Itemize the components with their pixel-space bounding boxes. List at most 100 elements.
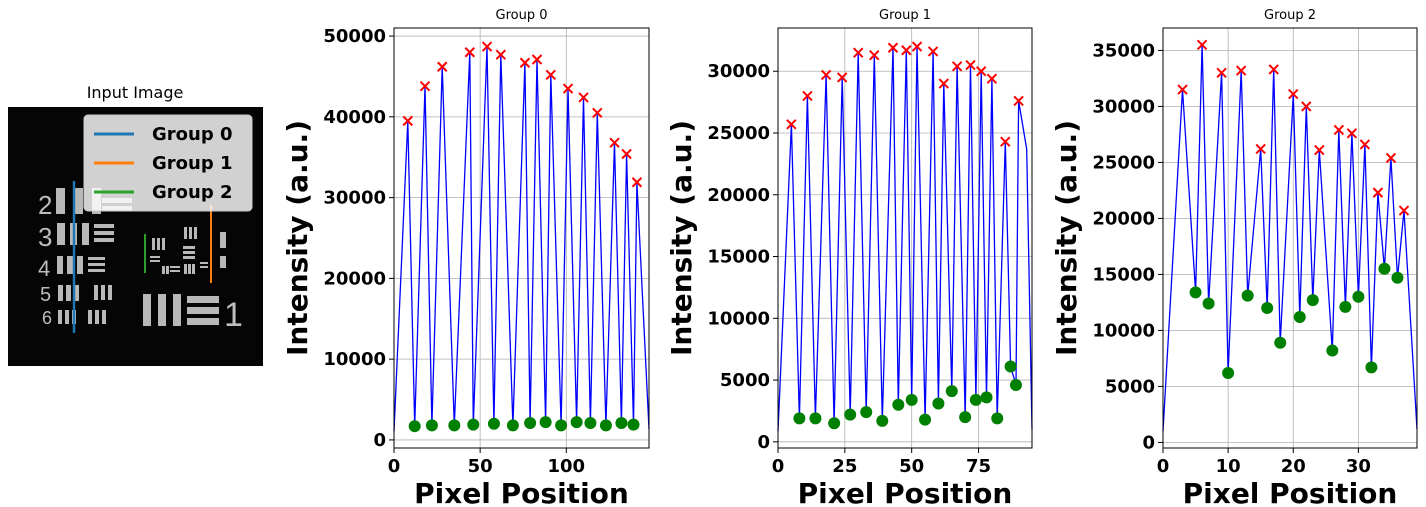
y-tick-label: 0 xyxy=(1142,432,1155,453)
peak-marker xyxy=(419,80,431,92)
peak-marker xyxy=(609,137,620,148)
peak-marker xyxy=(1013,95,1024,107)
peak-marker xyxy=(887,42,899,53)
peak-marker xyxy=(802,90,813,102)
peak-marker xyxy=(481,41,493,52)
y-tick-label: 15000 xyxy=(1092,264,1155,285)
chart-title: Group 1 xyxy=(879,8,931,23)
peak-marker xyxy=(1385,152,1397,164)
y-tick-label: 30000 xyxy=(1092,96,1155,117)
target-labels: 2 3 4 5 6 1 xyxy=(38,190,243,334)
valley-marker xyxy=(627,418,640,431)
valley-marker xyxy=(408,420,421,433)
peak-marker xyxy=(437,61,448,72)
peak-marker xyxy=(836,72,848,83)
valley-marker xyxy=(615,416,628,429)
peak-marker xyxy=(911,41,923,52)
valley-marker xyxy=(860,406,873,419)
legend-label-group-1: Group 1 xyxy=(152,153,233,174)
x-tick-label: 75 xyxy=(966,456,991,477)
legend-label-group-0: Group 0 xyxy=(152,124,233,145)
x-tick-label: 20 xyxy=(1281,456,1306,477)
valley-marker xyxy=(969,393,982,406)
peak-marker xyxy=(519,57,531,68)
valley-marker xyxy=(599,419,612,432)
valley-marker xyxy=(1339,300,1352,313)
valley-marker xyxy=(828,417,841,430)
peak-marker xyxy=(1235,65,1247,76)
peak-marker xyxy=(531,54,543,65)
peak-marker xyxy=(938,78,949,89)
valley-marker xyxy=(1202,297,1215,310)
x-tick-label: 30 xyxy=(1346,456,1371,477)
x-axis-label: Pixel Position xyxy=(414,477,629,507)
valley-marker xyxy=(555,419,568,432)
x-tick-label: 25 xyxy=(832,456,857,477)
valley-marker xyxy=(1222,366,1235,379)
peak-marker xyxy=(495,49,507,60)
valley-marker xyxy=(487,417,500,430)
valley-marker xyxy=(1378,262,1391,275)
peak-marker xyxy=(1255,143,1266,155)
y-tick-label: 10000 xyxy=(323,349,386,370)
peak-marker xyxy=(402,115,413,127)
peak-marker xyxy=(631,177,643,188)
y-tick-label: 50000 xyxy=(323,26,386,47)
x-tick-label: 0 xyxy=(388,456,401,477)
peak-marker xyxy=(1268,64,1279,75)
y-tick-label: 25000 xyxy=(707,123,770,144)
x-tick-label: 0 xyxy=(1157,456,1170,477)
y-tick-label: 30000 xyxy=(707,61,770,82)
peak-marker xyxy=(1000,136,1011,147)
valley-marker xyxy=(1274,336,1287,349)
target-label-2: 2 xyxy=(38,190,52,220)
peak-marker xyxy=(1346,128,1358,139)
valley-marker xyxy=(905,393,918,406)
y-tick-label: 10000 xyxy=(1092,320,1155,341)
valley-marker xyxy=(959,411,972,424)
legend-label-group-2: Group 2 xyxy=(152,182,233,203)
valley-marker xyxy=(1261,302,1274,314)
target-label-1: 1 xyxy=(224,296,243,334)
legend: Group 0 Group 1 Group 2 xyxy=(83,114,253,212)
peak-marker xyxy=(1196,39,1208,51)
peak-marker xyxy=(621,148,632,160)
valley-marker xyxy=(1326,344,1339,357)
peak-marker xyxy=(1216,67,1227,79)
x-tick-label: 10 xyxy=(1216,456,1241,477)
valley-marker xyxy=(945,385,958,398)
peak-marker xyxy=(545,69,556,81)
valley-marker xyxy=(809,412,822,425)
axes-frame xyxy=(1162,27,1418,449)
peak-marker xyxy=(464,47,476,58)
valley-marker xyxy=(539,416,552,429)
y-tick-label: 10000 xyxy=(707,308,770,329)
x-tick-label: 0 xyxy=(772,456,785,477)
peak-marker xyxy=(820,69,832,81)
y-tick-label: 0 xyxy=(757,432,770,453)
y-tick-label: 15000 xyxy=(707,247,770,268)
peak-marker xyxy=(1333,124,1345,136)
y-tick-label: 30000 xyxy=(323,188,386,209)
peak-marker xyxy=(1288,88,1299,100)
valley-marker xyxy=(1009,379,1022,391)
valley-marker xyxy=(844,408,857,421)
target-label-3: 3 xyxy=(38,222,52,252)
peak-marker xyxy=(1372,187,1384,198)
y-tick-label: 20000 xyxy=(1092,208,1155,229)
peak-marker xyxy=(951,61,963,72)
valley-marker xyxy=(876,414,889,427)
y-tick-label: 5000 xyxy=(720,370,770,391)
x-axis-label: Pixel Position xyxy=(798,477,1013,507)
valley-marker xyxy=(991,412,1004,425)
valley-marker xyxy=(570,416,583,429)
target-label-6: 6 xyxy=(42,308,52,328)
valley-marker xyxy=(524,416,537,429)
valley-marker xyxy=(1365,361,1378,374)
y-tick-label: 0 xyxy=(373,430,386,451)
y-axis-label: Intensity (a.u.) xyxy=(281,120,314,356)
peak-marker xyxy=(901,45,912,56)
valley-marker xyxy=(932,397,945,410)
peak-marker xyxy=(975,66,987,77)
